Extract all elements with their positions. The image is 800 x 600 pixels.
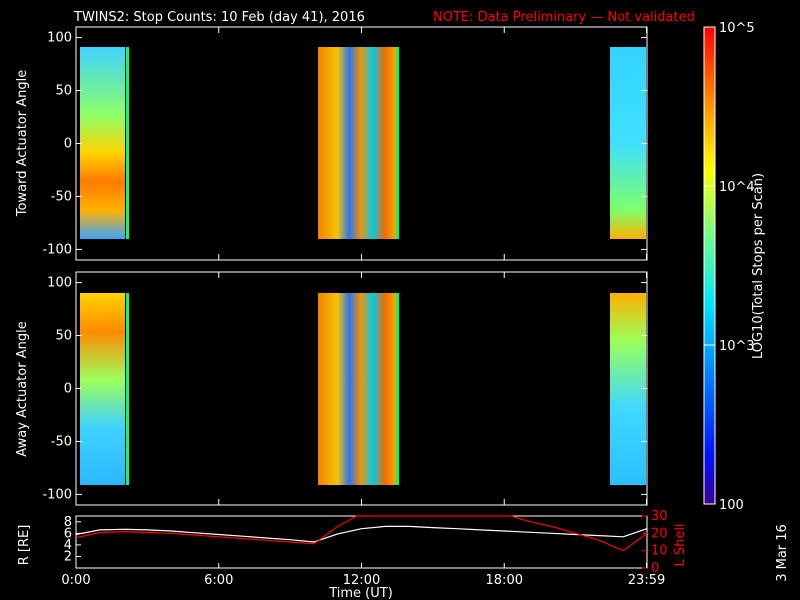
away-panel: 100 50 0 -50 -100 Away Actuator Angle (15, 271, 648, 506)
orbit-ytick-right-label: 0 (651, 561, 659, 576)
orbit-ytick-right-label: 10 (651, 544, 668, 559)
away-ytick-label: -50 (51, 434, 72, 449)
orbit-xtick-label: 12:00 (343, 573, 380, 588)
orbit-ytick-left-label: 6 (64, 526, 72, 541)
orbit-ytick-right-label: 30 (651, 509, 668, 524)
colorbar: 10^5 10^4 10^3 100 LOG10(Total Stops per Sc… (703, 21, 766, 513)
toward-band-midday (318, 47, 396, 239)
orbit-ylabel-right: L Shell (673, 523, 688, 566)
away-band-late (610, 293, 646, 485)
orbit-xtick-label: 18:00 (486, 573, 523, 588)
colorbar-label: LOG10(Total Stops per Scan) (751, 173, 766, 359)
away-band-early-edge (126, 293, 129, 485)
chart-title: TWINS2: Stop Counts: 10 Feb (day 41), 20… (73, 10, 365, 25)
toward-band-early-edge (126, 47, 129, 239)
away-ytick-label: 0 (64, 382, 72, 397)
toward-ytick-label: 100 (47, 31, 72, 46)
toward-ytick-label: -100 (42, 242, 72, 257)
toward-band-late (610, 47, 646, 239)
orbit-series-r-line (75, 525, 648, 543)
toward-ytick-label: 0 (64, 137, 72, 152)
colorbar-gradient (704, 27, 715, 504)
toward-ytick-label: 50 (55, 84, 72, 99)
toward-band-early (80, 47, 125, 239)
preliminary-note: NOTE: Data Preliminary — Not validated (433, 10, 695, 25)
away-band-midday-edge (396, 293, 399, 485)
orbit-frame (75, 515, 648, 569)
away-ytick-label: 100 (47, 276, 72, 291)
colorbar-tick-label: 10^3 (719, 339, 755, 354)
away-ytick-label: 50 (55, 329, 72, 344)
side-date-stamp: 3 Mar 16 (775, 524, 790, 582)
orbit-ylabel-left: R [RE] (17, 525, 32, 566)
colorbar-tick-label: 100 (719, 498, 744, 513)
toward-band-midday-edge (396, 47, 399, 239)
orbit-xtick-label: 23:59 (628, 573, 665, 588)
away-ylabel: Away Actuator Angle (15, 321, 30, 456)
colorbar-tick-label: 10^4 (719, 180, 755, 195)
toward-ylabel: Toward Actuator Angle (15, 70, 30, 217)
colorbar-tick-label: 10^5 (719, 21, 755, 36)
toward-y-axis: 100 50 0 -50 -100 (42, 31, 647, 257)
orbit-ytick-left-label: 4 (64, 538, 72, 553)
toward-ytick-label: -50 (51, 189, 72, 204)
orbit-xtick-label: 0:00 (61, 573, 90, 588)
away-y-axis: 100 50 0 -50 -100 (42, 276, 647, 502)
orbit-ytick-right-label: 20 (651, 526, 668, 541)
orbit-ytick-left-label: 8 (64, 515, 72, 530)
orbit-xlabel: Time (UT) (328, 586, 393, 600)
orbit-xtick-label: 6:00 (204, 573, 233, 588)
orbit-ytick-left-label: 2 (64, 549, 72, 564)
orbit-lines (75, 515, 648, 552)
away-band-early (80, 293, 125, 485)
away-band-midday (318, 293, 396, 485)
colorbar-ticks: 10^5 10^4 10^3 100 (704, 21, 755, 513)
away-ytick-label: -100 (42, 487, 72, 502)
orbit-series-lshell-line (75, 515, 648, 552)
toward-panel: 100 50 0 -50 -100 Toward Actuator Angle (15, 26, 648, 261)
